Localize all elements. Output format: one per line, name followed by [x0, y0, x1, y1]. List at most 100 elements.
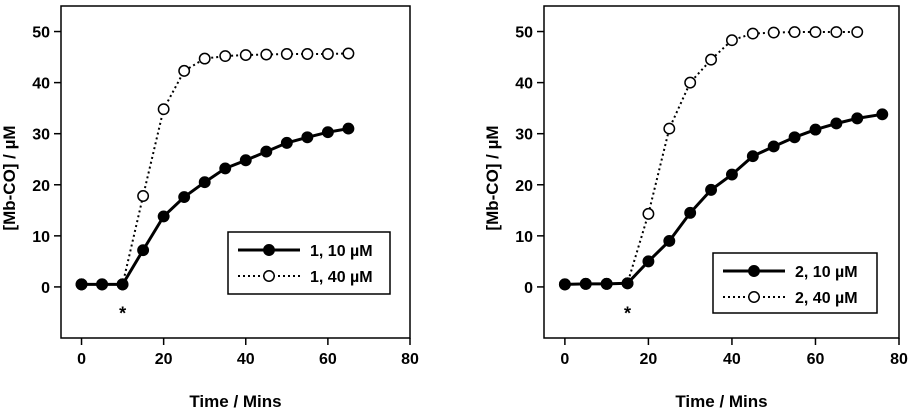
asterisk-annotation: *	[119, 303, 126, 323]
x-axis-label: Time / Mins	[675, 392, 767, 411]
data-point	[876, 108, 889, 121]
x-tick-label: 40	[237, 351, 255, 368]
data-point	[705, 183, 718, 196]
data-point	[239, 49, 252, 61]
chart-2: 0 20 40 60 80 0 10 20 30 40 50 Time / Mins [Mb-CO] /…	[483, 5, 908, 411]
y-tick-label: 20	[515, 178, 533, 195]
data-point	[788, 26, 801, 38]
x-tick-label: 80	[890, 351, 908, 368]
data-point	[642, 207, 655, 220]
data-point	[684, 206, 697, 219]
x-tick-label: 40	[723, 351, 741, 368]
data-point	[767, 140, 780, 153]
y-tick-label: 40	[32, 76, 50, 93]
x-axis-label: Time / Mins	[189, 392, 281, 411]
y-axis-label: [Mb-CO] / µM	[0, 125, 19, 230]
legend-label: 1, 40 µM	[310, 269, 373, 286]
x-tick-label: 20	[155, 351, 173, 368]
legend-label: 1, 10 µM	[310, 243, 373, 260]
data-point	[830, 26, 843, 38]
series-line	[81, 52, 349, 286]
y-tick-label: 50	[515, 25, 533, 42]
asterisk-annotation: *	[624, 303, 631, 323]
legend-box	[712, 252, 878, 314]
data-point	[663, 235, 676, 247]
plot-frame	[60, 5, 411, 339]
plot-frame	[543, 5, 900, 339]
data-point	[600, 277, 613, 290]
legend-label: 2, 10 µM	[795, 264, 858, 281]
legend-marker	[263, 270, 275, 282]
data-point	[851, 26, 864, 38]
y-tick-label: 20	[32, 178, 50, 195]
legend-marker	[748, 291, 760, 303]
data-point	[342, 47, 355, 60]
series-1	[75, 122, 355, 291]
data-point	[260, 145, 273, 158]
data-point	[725, 168, 738, 181]
legend-box	[227, 231, 391, 295]
data-point	[157, 103, 170, 116]
data-point	[579, 277, 592, 290]
data-point	[321, 48, 334, 60]
data-point	[746, 150, 759, 163]
data-point	[705, 53, 718, 66]
y-axis-label: [Mb-CO] / µM	[483, 125, 502, 230]
x-tick-label: 80	[401, 351, 419, 368]
x-tick-label: 60	[319, 351, 337, 368]
y-tick-label: 10	[32, 229, 50, 246]
data-point	[809, 26, 822, 38]
data-point	[219, 50, 232, 63]
y-tick-label: 50	[32, 25, 50, 42]
data-point	[642, 255, 655, 268]
data-point	[75, 278, 88, 291]
legend: 1, 10 µM 1, 40 µM	[227, 231, 391, 295]
series-1	[558, 108, 889, 291]
data-point	[767, 26, 780, 39]
data-point	[558, 278, 571, 291]
data-point	[321, 126, 334, 139]
y-tick-label: 10	[515, 229, 533, 246]
series-line	[564, 112, 883, 286]
y-tick-label: 30	[515, 127, 533, 144]
data-point	[725, 34, 738, 47]
data-point	[663, 122, 676, 135]
y-tick-label: 30	[32, 127, 50, 144]
data-point	[809, 123, 822, 136]
data-point	[96, 278, 109, 291]
data-point	[746, 27, 759, 40]
data-point	[621, 277, 634, 290]
data-point	[116, 278, 129, 291]
data-point	[280, 136, 293, 149]
data-point	[137, 244, 150, 257]
y-tick-label: 0	[524, 280, 533, 297]
data-point	[342, 122, 355, 135]
data-point	[157, 210, 170, 223]
chart-1: 0 20 40 60 80 0 10 20 30 40 50 Time / Mins [Mb-CO] /…	[0, 5, 419, 411]
data-point	[301, 131, 314, 144]
data-point	[280, 48, 293, 60]
x-tick-label: 0	[77, 351, 86, 368]
x-tick-label: 20	[640, 351, 658, 368]
data-point	[788, 131, 801, 144]
legend-label: 2, 40 µM	[795, 290, 858, 307]
series-line	[564, 31, 858, 286]
data-point	[851, 112, 864, 125]
data-point	[301, 48, 314, 60]
legend: 2, 10 µM 2, 40 µM	[712, 252, 878, 314]
x-tick-label: 0	[560, 351, 569, 368]
series-2	[558, 26, 864, 291]
data-point	[137, 190, 150, 202]
y-tick-label: 0	[41, 280, 50, 297]
data-point	[684, 76, 697, 89]
data-point	[239, 154, 252, 167]
data-point	[198, 52, 211, 65]
legend-marker	[748, 265, 760, 277]
data-point	[178, 191, 191, 203]
data-point	[219, 162, 232, 175]
data-point	[830, 117, 843, 130]
y-tick-label: 40	[515, 76, 533, 93]
legend-marker	[263, 244, 275, 256]
x-tick-label: 60	[807, 351, 825, 368]
